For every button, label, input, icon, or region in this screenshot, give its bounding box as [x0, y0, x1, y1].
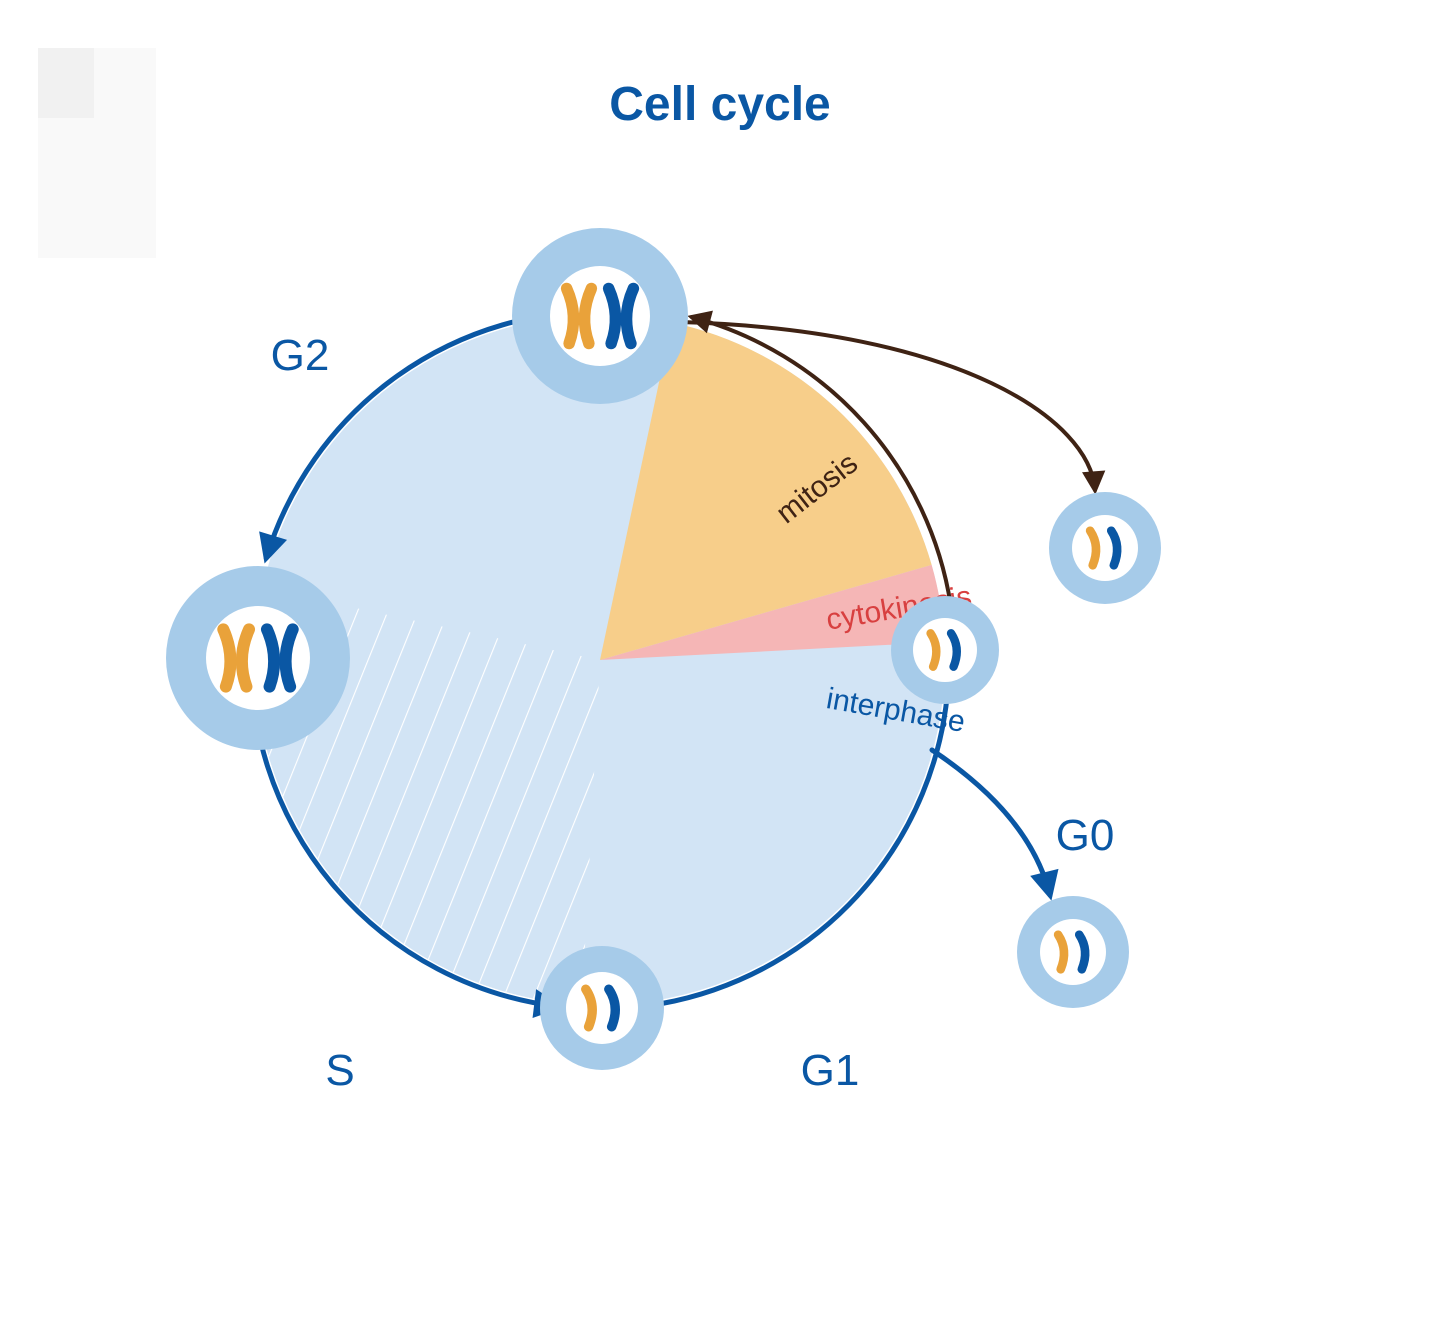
diagram-title: Cell cycle: [609, 78, 830, 131]
phase-label-g0: G0: [1056, 811, 1115, 860]
cell-g0: [1017, 896, 1129, 1008]
decor-grey-blocks: [38, 48, 156, 258]
phase-label-g2: G2: [271, 331, 330, 380]
phase-label-g1: G1: [801, 1046, 860, 1095]
cell-top: [512, 228, 688, 404]
phase-label-s: S: [325, 1046, 354, 1095]
cell-right: [891, 596, 999, 704]
cell-bottom: [540, 946, 664, 1070]
g0-exit-arrow: [932, 750, 1050, 895]
cell-daughter: [1049, 492, 1161, 604]
cell-left: [166, 566, 350, 750]
